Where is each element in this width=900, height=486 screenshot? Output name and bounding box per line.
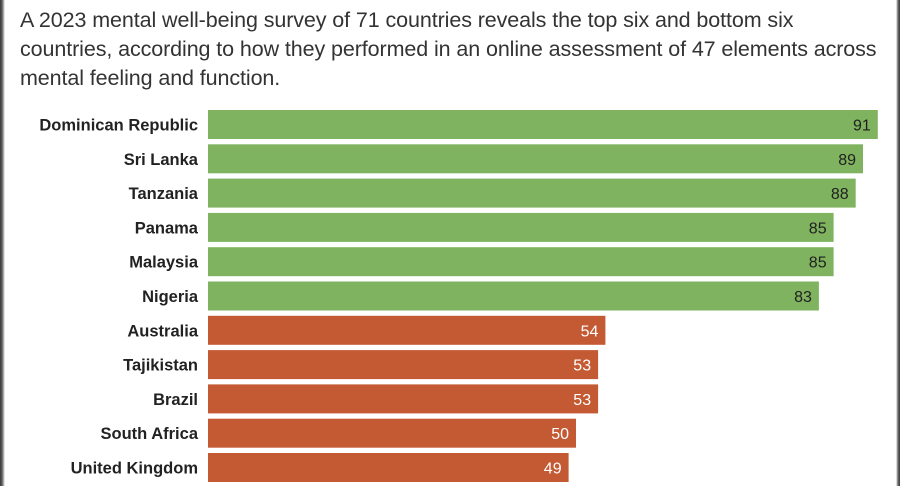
value-label: 49	[544, 461, 562, 478]
bar-panama	[208, 212, 834, 242]
category-label: Dominican Republic	[39, 117, 198, 135]
value-label: 54	[581, 323, 599, 340]
bar-australia	[208, 315, 606, 345]
value-label: 53	[573, 392, 591, 409]
value-label: 89	[838, 152, 856, 169]
category-label: Brazil	[153, 391, 198, 409]
bar-sri-lanka	[208, 144, 863, 174]
bar-malaysia	[208, 247, 834, 277]
value-label: 53	[573, 358, 591, 375]
bar-dominican-republic	[208, 110, 878, 139]
bar-south-africa	[208, 418, 576, 448]
bar-tanzania	[208, 178, 856, 208]
value-label: 85	[809, 220, 827, 237]
category-label: Malaysia	[129, 254, 199, 272]
chart-title: A 2023 mental well-being survey of 71 co…	[20, 8, 877, 90]
bar-brazil	[208, 384, 599, 414]
value-label: 85	[809, 255, 827, 272]
bar-nigeria	[208, 281, 819, 311]
value-label: 50	[551, 426, 569, 443]
category-label: Tajikistan	[123, 357, 198, 375]
bar-tajikistan	[208, 350, 599, 380]
category-label: United Kingdom	[71, 460, 198, 478]
left-edge-shadow	[0, 0, 5, 486]
category-label: Sri Lanka	[124, 151, 199, 169]
category-label: Australia	[127, 322, 198, 340]
category-label: Tanzania	[129, 185, 199, 203]
bar-united-kingdom	[208, 453, 569, 482]
value-label: 91	[853, 118, 871, 135]
right-edge-shadow	[896, 0, 900, 486]
category-label: Panama	[135, 219, 199, 237]
category-label: South Africa	[101, 425, 199, 443]
category-label: Nigeria	[142, 288, 199, 306]
value-label: 83	[794, 289, 812, 306]
value-label: 88	[831, 186, 849, 203]
